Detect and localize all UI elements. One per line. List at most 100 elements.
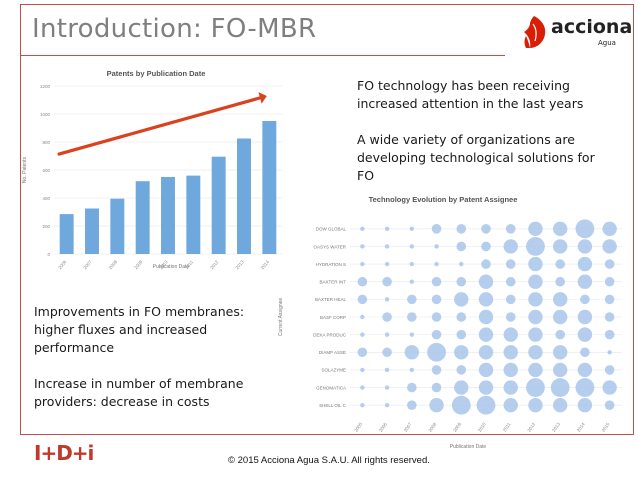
bubble-point: [382, 276, 392, 287]
bubble-point: [478, 292, 494, 307]
bubble-point: [577, 309, 593, 325]
bubble-point: [552, 397, 568, 413]
bubble-point: [505, 312, 516, 322]
bubble-ytick-label: BAXTER INT: [319, 280, 346, 285]
bubble-point: [528, 345, 543, 360]
bar-xtick-label: 2010: [158, 259, 169, 270]
text-top-line: FO: [357, 168, 375, 183]
bubble-point: [404, 345, 420, 360]
bubble-point: [434, 261, 439, 267]
bubble-xtick-label: 2015: [601, 421, 611, 432]
bubble-point: [503, 380, 518, 395]
bubble-xtick-label: 2005: [353, 421, 363, 432]
bubble-point: [555, 259, 565, 269]
bubble-point: [552, 309, 568, 325]
bubble-point: [409, 261, 415, 267]
bubble-point: [476, 395, 496, 415]
text-left-line: higher fluxes and increased: [34, 322, 208, 337]
bar-chart-title: Patents by Publication Date: [107, 69, 206, 78]
bar-2014: [262, 121, 277, 254]
bubble-point: [431, 382, 442, 393]
text-top-line: [357, 113, 595, 131]
bubble-point: [528, 309, 543, 325]
bubble-point: [575, 378, 595, 397]
bubble-point: [360, 402, 365, 408]
bubble-point: [526, 237, 545, 256]
text-top-line: developing technological solutions for: [357, 150, 595, 165]
logo-subtitle: Agua: [598, 39, 616, 47]
bottom-border-line: [20, 434, 634, 435]
bubble-chart-ylabel: Current Assignee: [278, 298, 284, 337]
bubble-point: [409, 367, 415, 373]
bubble-point: [505, 294, 516, 305]
bubble-point: [454, 345, 469, 360]
bubble-point: [478, 345, 494, 360]
bubble-point: [431, 365, 442, 375]
bar-xtick-label: 2011: [184, 259, 194, 270]
bubble-point: [505, 224, 516, 234]
bar-2011: [186, 175, 201, 254]
bubble-point: [454, 380, 469, 395]
bubble-point: [604, 294, 615, 305]
bar-chart-ylabel: No. Patents: [22, 156, 28, 183]
bubble-point: [427, 342, 446, 362]
bubble-point: [604, 312, 615, 322]
bubble-point: [431, 294, 442, 305]
bubble-point: [604, 329, 615, 340]
bubble-point: [602, 239, 617, 254]
bubble-point: [456, 312, 467, 322]
bubble-point: [409, 244, 415, 249]
bubble-xtick-label: 2007: [403, 421, 413, 432]
bubble-ytick-label: BAXTER HEAL: [315, 297, 347, 302]
bubble-point: [481, 224, 491, 234]
bar-2006: [59, 214, 74, 254]
bubble-point: [478, 380, 494, 395]
bubble-point: [407, 382, 417, 393]
bubble-point: [604, 259, 615, 269]
bubble-point: [604, 400, 615, 410]
bubble-point: [607, 350, 612, 355]
bubble-point: [505, 276, 516, 287]
bubble-point: [552, 239, 568, 254]
bubble-point: [503, 239, 518, 254]
bar-2012: [211, 156, 226, 254]
logo-wordmark: acciona: [551, 16, 633, 38]
bar-ytick-label: 400: [42, 196, 50, 201]
bubble-xtick-label: 2006: [378, 421, 388, 432]
bar-ytick-label: 1200: [40, 84, 51, 89]
bubble-point: [360, 385, 365, 390]
bubble-point: [503, 345, 518, 360]
bubble-point: [384, 332, 390, 337]
bar-xtick-label: 2013: [234, 259, 245, 270]
bubble-point: [382, 312, 392, 322]
bubble-point: [555, 329, 565, 340]
bubble-point: [409, 279, 415, 284]
text-top: FO technology has been receiving increas…: [357, 77, 595, 185]
bubble-ytick-label: DEKA PRODUC: [313, 332, 347, 337]
idi-brand-mark: I+D+i: [34, 441, 94, 465]
bubble-point: [431, 276, 442, 287]
text-left-line: providers: decrease in costs: [34, 394, 210, 409]
bubble-point: [382, 347, 392, 358]
bubble-xtick-label: 2012: [526, 421, 536, 432]
bubble-point: [481, 259, 491, 269]
bar-xtick-label: 2012: [209, 259, 220, 270]
bar-chart-xlabel: Publication Date: [153, 264, 190, 270]
bar-ytick-label: 800: [42, 140, 50, 145]
patents-bar-chart: Patents by Publication Date No. Patents …: [22, 69, 282, 270]
bubble-xtick-label: 2009: [452, 421, 462, 432]
bubble-point: [454, 292, 469, 307]
bubble-point: [360, 332, 365, 337]
bubble-point: [431, 329, 442, 340]
bubble-point: [384, 261, 390, 267]
bubble-point: [505, 259, 516, 269]
bubble-point: [552, 345, 568, 360]
bubble-point: [577, 362, 593, 378]
bubble-point: [478, 309, 494, 325]
bubble-point: [552, 292, 568, 307]
text-left-line: [34, 357, 244, 375]
bar-xtick-label: 2008: [108, 259, 119, 270]
bubble-ytick-label: HYDRATION S: [316, 262, 346, 267]
bubble-point: [528, 397, 543, 413]
bubble-ytick-label: SOLAZYME: [321, 368, 346, 373]
